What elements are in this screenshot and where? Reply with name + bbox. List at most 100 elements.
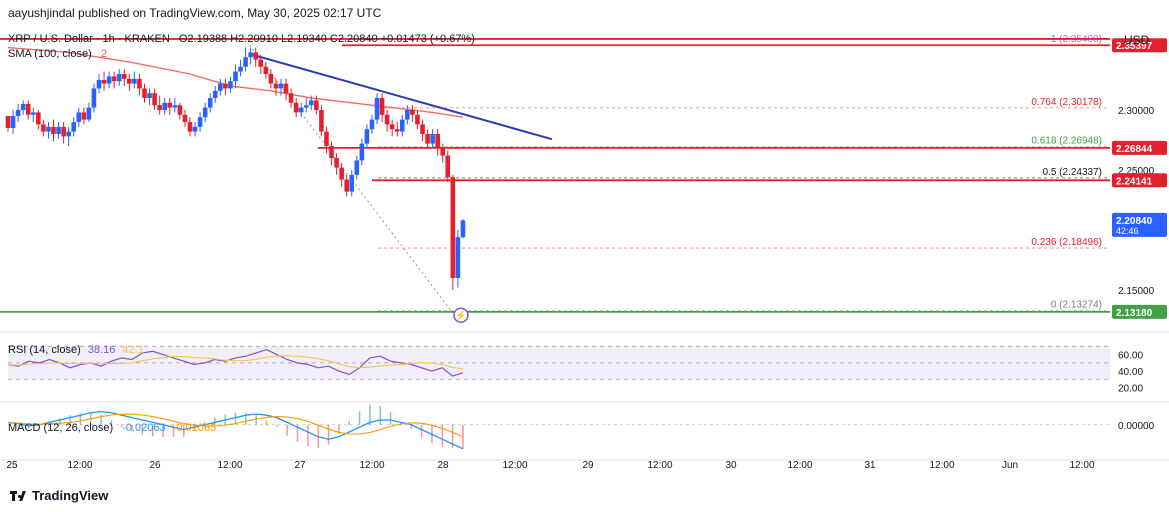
- candle-body: [187, 122, 193, 132]
- fib-layer: 1 (2.35400)0.764 (2.30178)0.618 (2.26948…: [249, 34, 1110, 312]
- candle-body: [334, 158, 339, 168]
- candle-body: [142, 88, 147, 98]
- candle-body: [51, 126, 56, 134]
- candle-body: [329, 146, 334, 158]
- candle-body: [137, 78, 142, 89]
- candle-body: [309, 100, 314, 106]
- price-label-value: 2.20840: [1116, 216, 1153, 227]
- price-label-box[interactable]: [1112, 212, 1167, 237]
- candle-body: [36, 112, 41, 125]
- candle-body: [25, 104, 31, 115]
- y-tick-label: 2.25000: [1118, 166, 1155, 177]
- rsi-ma-value: 42.1: [122, 344, 144, 356]
- signal-line: [7, 413, 464, 438]
- candle-body: [96, 80, 102, 89]
- candle-body: [364, 129, 370, 144]
- candle-body: [399, 119, 405, 132]
- candle-body: [20, 104, 26, 110]
- tradingview-logo-icon: [10, 490, 28, 501]
- candle-body: [384, 114, 390, 125]
- chart-area[interactable]: 1 (2.35400)0.764 (2.30178)0.618 (2.26948…: [0, 26, 1169, 486]
- candle-body: [76, 112, 82, 122]
- candle-body: [248, 52, 253, 58]
- candle-body: [167, 102, 173, 108]
- candle-body: [369, 119, 375, 130]
- x-tick-label: 12:00: [67, 460, 92, 471]
- price-label-box[interactable]: [1112, 38, 1167, 53]
- fib-level-label: 0.764 (2.30178): [1031, 97, 1102, 108]
- fib-level-label: 0.618 (2.26948): [1031, 136, 1102, 147]
- symbol-name: XRP / U.S. Dollar · 1h · KRAKEN: [8, 33, 170, 45]
- candle-body: [460, 220, 466, 238]
- candle-body: [349, 174, 355, 192]
- rsi-ma-line: [7, 355, 464, 370]
- rsi-legend[interactable]: RSI (14, close) 38.16 42.1: [8, 344, 144, 356]
- candle-body: [223, 83, 228, 89]
- rsi-tick-label: 60.00: [1118, 351, 1143, 362]
- candle-body: [258, 59, 264, 67]
- alert-icon[interactable]: [453, 307, 469, 323]
- publisher-header: aayushjindal published on TradingView.co…: [8, 6, 382, 20]
- candle-body: [420, 124, 425, 134]
- candle-body: [379, 98, 385, 115]
- candle-body: [405, 110, 410, 120]
- candle-body: [435, 134, 440, 149]
- x-tick-label: Jun: [1002, 460, 1018, 471]
- fib-level-label: 0.236 (2.18496): [1031, 237, 1102, 248]
- candle-body: [278, 83, 284, 89]
- price-label-box[interactable]: [1112, 304, 1167, 319]
- candle-body: [238, 66, 243, 72]
- candle-body: [339, 167, 344, 180]
- x-tick-label: 30: [725, 460, 737, 471]
- macd-legend[interactable]: MACD (12, 26, close) -0.02063 -0.01065: [8, 422, 216, 434]
- candle-body: [66, 131, 71, 137]
- tradingview-brand[interactable]: TradingView: [10, 488, 108, 503]
- candle-body: [298, 107, 304, 113]
- x-tick-label: 12:00: [647, 460, 672, 471]
- candle-body: [303, 105, 309, 108]
- sma-legend[interactable]: SMA (100, close) 2: [8, 48, 107, 60]
- candle-body: [81, 112, 87, 120]
- x-tick-label: 29: [582, 460, 594, 471]
- y-tick-label: 2.15000: [1118, 286, 1155, 297]
- price-label-box[interactable]: [1112, 173, 1167, 188]
- price-label-box[interactable]: [1112, 140, 1167, 155]
- candle-body: [415, 114, 420, 125]
- candle-body: [389, 124, 395, 130]
- candle-body: [147, 93, 152, 98]
- candle-body: [253, 52, 258, 60]
- x-tick-label: 12:00: [787, 460, 812, 471]
- candle-body: [218, 83, 223, 91]
- price-label-value: 2.26844: [1116, 144, 1153, 155]
- candle-body: [263, 66, 269, 74]
- candle-body: [101, 80, 107, 84]
- candle-body: [268, 74, 274, 84]
- y-tick-label: 2.30000: [1118, 106, 1155, 117]
- x-tick-label: 12:00: [1069, 460, 1094, 471]
- rsi-value: 38.16: [87, 344, 116, 356]
- tradingview-brand-label: TradingView: [32, 488, 109, 503]
- symbol-legend[interactable]: XRP / U.S. Dollar · 1h · KRAKEN O2.19388…: [8, 33, 475, 45]
- candle-body: [132, 78, 137, 84]
- candle-body: [450, 177, 456, 278]
- rsi-label: RSI (14, close): [8, 344, 81, 356]
- candle-body: [46, 126, 51, 132]
- candle-body: [293, 102, 299, 113]
- fib-level-label: 0 (2.13274): [1051, 300, 1102, 311]
- candle-body: [152, 93, 157, 106]
- rsi-tick-label: 40.00: [1118, 367, 1143, 378]
- candle-body: [41, 124, 46, 132]
- trendline: [252, 53, 553, 141]
- axis-layer: 2.30000 2.25000 2.15000 60.00 40.00 20.00 0.00…: [6, 106, 1154, 471]
- candle-body: [116, 74, 122, 82]
- candle-body: [86, 107, 92, 120]
- rsi-layer: [7, 348, 464, 377]
- candle-body: [5, 116, 11, 128]
- candle-body: [182, 114, 188, 122]
- candle-body: [61, 126, 66, 137]
- candle-body: [111, 76, 117, 82]
- ohlc-values: O2.19388 H2.20910 L2.19340 C2.20840 +0.0…: [178, 33, 475, 45]
- chart-svg[interactable]: 1 (2.35400)0.764 (2.30178)0.618 (2.26948…: [0, 26, 1169, 486]
- x-tick-label: 25: [6, 460, 18, 471]
